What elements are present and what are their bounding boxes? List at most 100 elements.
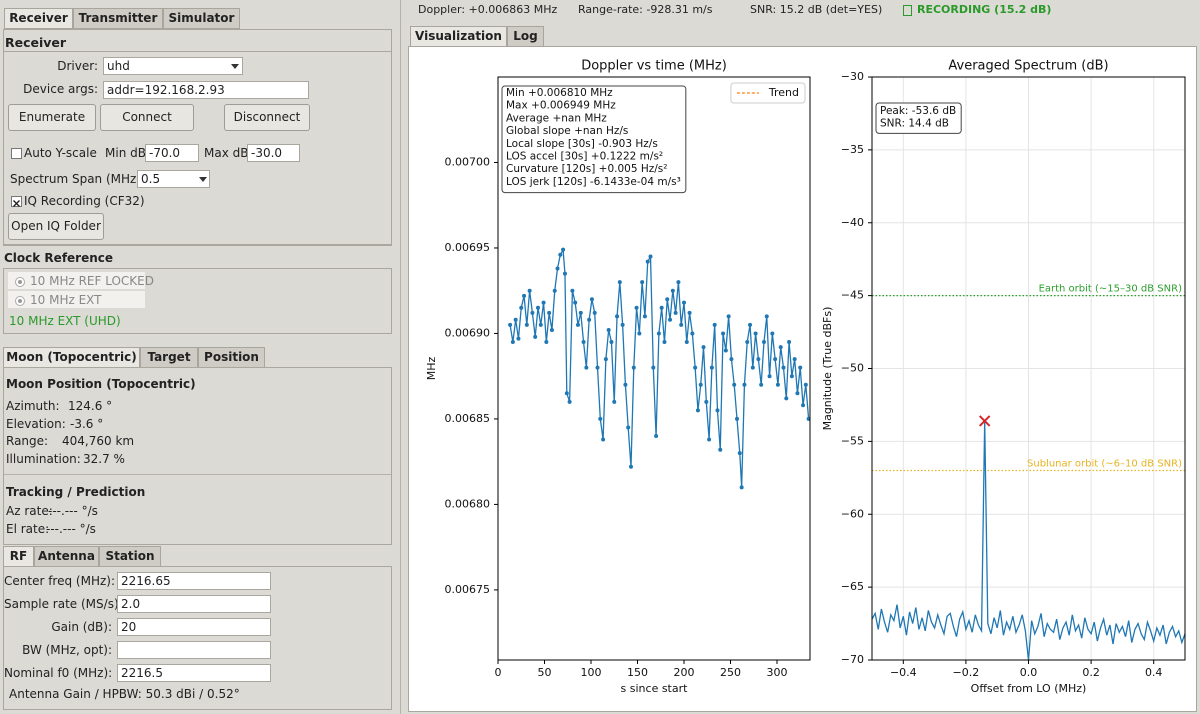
data-point xyxy=(709,365,714,370)
data-point xyxy=(651,365,656,370)
plot-frame xyxy=(871,76,1186,661)
reference-label: Sublunar orbit (~6–10 dB SNR) xyxy=(1027,459,1182,470)
data-point xyxy=(679,322,684,327)
data-point xyxy=(615,314,620,319)
tab[interactable]: Visualization xyxy=(410,26,507,47)
text-input[interactable]: -30.0 xyxy=(247,144,300,162)
status-item: Doppler: +0.006863 MHz xyxy=(418,3,558,16)
info-value: 124.6 ° xyxy=(68,399,113,413)
data-point xyxy=(770,331,775,336)
text-input[interactable]: addr=192.168.2.93 xyxy=(103,81,309,99)
data-point xyxy=(634,305,639,310)
combo[interactable]: 0.5 xyxy=(137,170,210,188)
checkbox[interactable] xyxy=(11,196,22,207)
combo[interactable]: uhd xyxy=(103,57,243,75)
text-input[interactable]: -70.0 xyxy=(145,144,199,162)
data-point xyxy=(530,310,535,315)
group-box xyxy=(3,367,392,545)
tab[interactable]: Moon (Topocentric) xyxy=(3,347,140,368)
data-point xyxy=(707,437,712,442)
data-point xyxy=(637,331,642,336)
data-point xyxy=(645,259,650,264)
info-value: 404,760 km xyxy=(62,434,135,449)
annotation-box xyxy=(501,85,687,194)
data-point xyxy=(718,447,723,452)
radio-label[interactable]: 10 MHz EXT xyxy=(30,293,102,307)
data-point xyxy=(620,322,625,327)
data-point xyxy=(642,314,647,319)
separator xyxy=(4,474,391,475)
data-point xyxy=(732,382,737,387)
tab[interactable]: Log xyxy=(507,26,544,47)
data-point xyxy=(750,365,755,370)
data-point xyxy=(626,425,631,430)
data-point xyxy=(801,403,806,408)
radio-button[interactable] xyxy=(15,296,25,306)
annotation-text: Min +0.006810 MHz xyxy=(506,87,613,99)
group-title: Clock Reference xyxy=(4,251,114,265)
tab[interactable]: Target xyxy=(140,347,198,368)
text-input[interactable] xyxy=(117,641,271,659)
button[interactable]: Connect xyxy=(100,104,194,131)
data-point xyxy=(734,416,739,421)
text-input[interactable]: 20 xyxy=(117,618,271,636)
status-icon xyxy=(903,5,912,16)
radio-label[interactable]: 10 MHz REF LOCKED xyxy=(30,274,154,288)
data-point xyxy=(693,365,698,370)
data-point xyxy=(541,300,546,305)
info-value: -3.6 ° xyxy=(70,416,104,431)
button[interactable]: Open IQ Folder xyxy=(8,213,104,240)
status-item: RECORDING (15.2 dB) xyxy=(917,3,1052,16)
data-point xyxy=(640,280,645,285)
button[interactable]: Disconnect xyxy=(224,104,310,131)
data-point xyxy=(547,310,552,315)
info-label: Elevation: xyxy=(6,416,66,431)
radio-button[interactable] xyxy=(15,277,25,287)
y-tick-label: 0.00695 xyxy=(445,241,491,254)
data-point xyxy=(739,485,744,490)
text-input[interactable]: 2.0 xyxy=(117,595,271,613)
data-point xyxy=(781,365,786,370)
field-label: Sample rate (MS/s): xyxy=(4,597,123,611)
tab[interactable]: Transmitter xyxy=(73,8,163,29)
data-point xyxy=(784,396,789,401)
x-tick-label: 0.0 xyxy=(1020,666,1038,679)
group-title: Receiver xyxy=(5,35,67,50)
text-input[interactable]: 2216.65 xyxy=(117,572,271,590)
data-point xyxy=(628,464,633,469)
data-point xyxy=(764,314,769,319)
data-point xyxy=(737,451,742,456)
data-point xyxy=(510,340,515,344)
data-point xyxy=(681,300,686,305)
data-point xyxy=(712,322,717,327)
label: Device args: xyxy=(23,82,98,96)
data-point xyxy=(592,310,597,315)
data-point xyxy=(522,293,527,298)
tab[interactable]: Simulator xyxy=(163,8,240,29)
data-point xyxy=(756,357,761,362)
y-tick-label: 0.00690 xyxy=(445,326,491,339)
data-point xyxy=(792,357,797,362)
text-input[interactable]: 2216.5 xyxy=(117,664,271,682)
annotation-text: Max +0.006949 MHz xyxy=(506,100,616,112)
button[interactable]: Enumerate xyxy=(8,104,96,131)
checkbox[interactable] xyxy=(11,148,22,159)
plot-frame xyxy=(497,76,811,661)
info-label: Azimuth: xyxy=(6,399,60,413)
data-point xyxy=(606,328,611,333)
data-point xyxy=(778,345,783,350)
peak-marker xyxy=(978,415,991,427)
data-point xyxy=(567,399,572,404)
tab[interactable]: Receiver xyxy=(4,8,73,29)
x-axis-label: s since start xyxy=(621,682,689,695)
label: Min dB xyxy=(105,146,146,160)
data-point xyxy=(573,300,578,305)
annotation-text: Local slope [30s] -0.903 Hz/s xyxy=(506,138,658,150)
data-point xyxy=(549,328,554,333)
data-point xyxy=(513,317,518,322)
x-tick-label: 50 xyxy=(537,666,551,679)
data-point xyxy=(673,310,678,315)
x-tick-label: −0.4 xyxy=(890,666,917,679)
